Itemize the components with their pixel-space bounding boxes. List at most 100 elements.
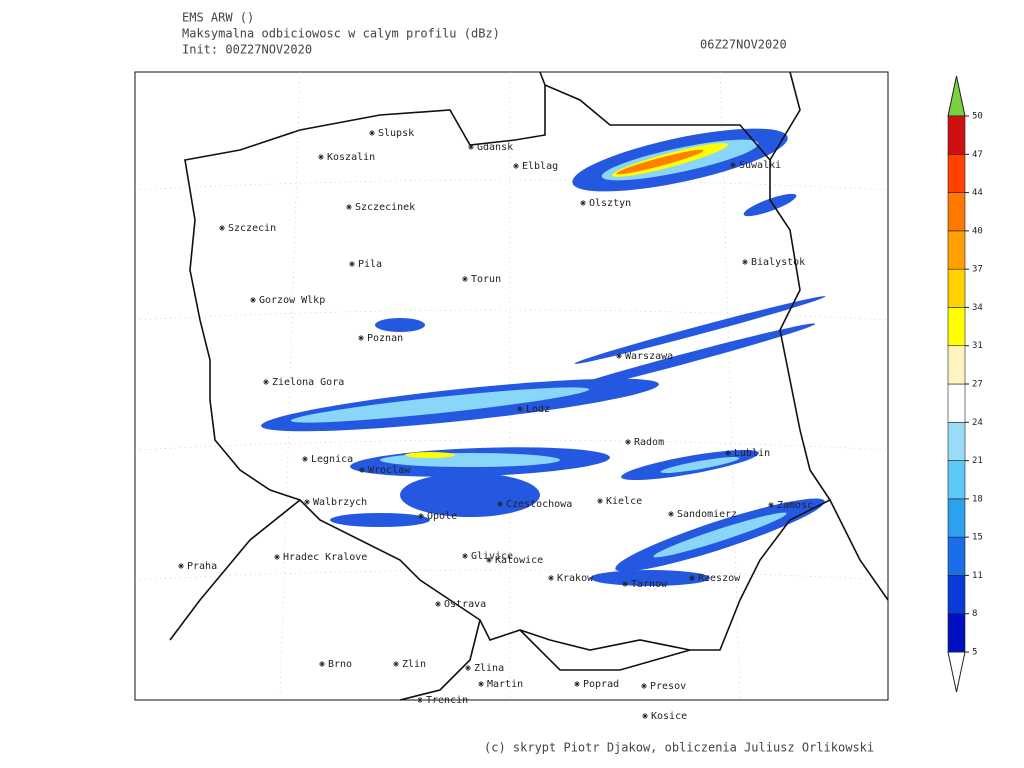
city-label: Radom <box>634 437 664 448</box>
city-label: Lublin <box>734 448 770 459</box>
init-time: Init: 00Z27NOV2020 <box>182 43 312 57</box>
city-marker <box>418 513 424 519</box>
colorbar-segment <box>947 268 966 308</box>
city-marker <box>250 297 256 303</box>
colorbar-label: 34 <box>972 303 983 313</box>
colorbar-label: 8 <box>972 609 977 619</box>
city-marker <box>668 511 674 517</box>
city-label: Legnica <box>311 454 353 465</box>
city-label: Czestochowa <box>506 499 572 510</box>
colorbar-label: 15 <box>972 533 983 543</box>
graticule <box>134 71 889 701</box>
city-label: Szczecinek <box>355 202 415 213</box>
colorbar-label: 11 <box>972 571 983 581</box>
colorbar-segment <box>947 575 966 615</box>
city-label: Glivice <box>471 551 513 562</box>
city-label: Koszalin <box>327 152 375 163</box>
city-marker <box>435 601 441 607</box>
colorbar: 5 8 11 15 18 21 24 27 31 34 37 40 44 47 50 <box>947 75 983 693</box>
city-marker <box>358 335 364 341</box>
city-label: Bialystok <box>751 257 805 268</box>
city-marker <box>478 681 484 687</box>
city-marker <box>319 661 325 667</box>
valid-time: 06Z27NOV2020 <box>700 38 787 52</box>
city-marker <box>742 259 748 265</box>
city-label: Rzeszow <box>698 573 741 584</box>
city-marker <box>393 661 399 667</box>
city-marker <box>369 130 375 136</box>
city-label: Zamosc <box>777 500 813 511</box>
city-label: Warszawa <box>625 351 673 362</box>
colorbar-label: 50 <box>972 112 983 122</box>
city-label: Walbrzych <box>313 497 367 508</box>
colorbar-bottom-arrow <box>947 651 966 693</box>
city-label: Opole <box>427 511 457 522</box>
city-label: Praha <box>187 561 217 572</box>
city-label: Zlina <box>474 663 504 674</box>
colorbar-segment <box>947 192 966 232</box>
city-marker <box>730 162 736 168</box>
city-label: Pila <box>358 259 382 270</box>
city-label: Brno <box>328 659 352 670</box>
colorbar-segment <box>947 460 966 500</box>
city-marker <box>622 581 628 587</box>
city-marker <box>359 467 365 473</box>
city-marker <box>263 379 269 385</box>
city-marker <box>548 575 554 581</box>
city-label: Lodz <box>526 404 550 415</box>
colorbar-label: 44 <box>972 188 983 198</box>
city-marker <box>625 439 631 445</box>
city-marker <box>304 499 310 505</box>
colorbar-label: 31 <box>972 341 983 351</box>
city-label: Torun <box>471 274 501 285</box>
colorbar-label: 5 <box>972 648 977 658</box>
city-label: Kielce <box>606 496 642 507</box>
model-name: EMS ARW () <box>182 11 254 25</box>
cities: Slupsk Koszalin Gdansk Elblag Suwalki Olsztyn… <box>178 128 813 722</box>
city-marker <box>465 665 471 671</box>
city-marker <box>768 502 774 508</box>
city-marker <box>318 154 324 160</box>
colorbar-label: 21 <box>972 456 983 466</box>
city-marker <box>642 713 648 719</box>
city-label: Zielona Gora <box>272 377 344 388</box>
city-marker <box>513 163 519 169</box>
city-label: Sandomierz <box>677 509 737 520</box>
city-label: Poprad <box>583 679 619 690</box>
colorbar-segment <box>947 421 966 461</box>
city-label: Kosice <box>651 711 687 722</box>
colorbar-segment <box>947 345 966 385</box>
city-marker <box>574 681 580 687</box>
colorbar-segment <box>947 613 966 653</box>
city-marker <box>641 683 647 689</box>
city-label: Elblag <box>522 161 558 172</box>
map-title: Maksymalna odbiciowosc w calym profilu (… <box>182 27 500 41</box>
colorbar-top-arrow <box>947 75 966 117</box>
city-marker <box>497 501 503 507</box>
city-marker <box>219 225 225 231</box>
footer: (c) skrypt Piotr Djakow, obliczenia Juli… <box>484 741 874 755</box>
borders <box>169 71 889 701</box>
city-marker <box>274 554 280 560</box>
colorbar-segment <box>947 230 966 270</box>
city-label: Hradec Kralove <box>283 552 367 563</box>
city-label: Presov <box>650 681 686 692</box>
colorbar-label: 27 <box>972 380 983 390</box>
city-marker <box>725 450 731 456</box>
city-marker <box>689 575 695 581</box>
city-label: Krakow <box>557 573 594 584</box>
colorbar-label: 24 <box>972 418 983 428</box>
city-label: Slupsk <box>378 128 414 139</box>
colorbar-segment <box>947 153 966 193</box>
city-marker <box>346 204 352 210</box>
radar-echoes <box>261 128 826 586</box>
colorbar-label: 47 <box>972 150 983 160</box>
city-label: Zlin <box>402 659 426 670</box>
city-marker <box>302 456 308 462</box>
city-label: Tarnow <box>631 579 668 590</box>
city-label: Gdansk <box>477 142 513 153</box>
city-marker <box>462 553 468 559</box>
city-marker <box>597 498 603 504</box>
city-marker <box>468 144 474 150</box>
